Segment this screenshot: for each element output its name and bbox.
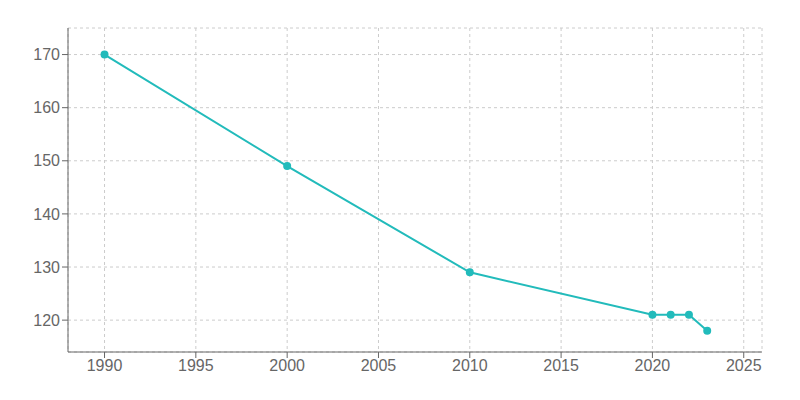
- svg-text:2005: 2005: [361, 357, 397, 374]
- svg-text:1995: 1995: [178, 357, 214, 374]
- svg-text:2025: 2025: [726, 357, 762, 374]
- svg-text:2000: 2000: [269, 357, 305, 374]
- svg-text:140: 140: [33, 206, 60, 223]
- svg-text:160: 160: [33, 99, 60, 116]
- svg-text:170: 170: [33, 46, 60, 63]
- svg-text:120: 120: [33, 312, 60, 329]
- svg-text:2015: 2015: [543, 357, 579, 374]
- svg-text:2010: 2010: [452, 357, 488, 374]
- svg-text:130: 130: [33, 259, 60, 276]
- svg-text:2020: 2020: [635, 357, 671, 374]
- svg-text:1990: 1990: [87, 357, 123, 374]
- svg-text:150: 150: [33, 152, 60, 169]
